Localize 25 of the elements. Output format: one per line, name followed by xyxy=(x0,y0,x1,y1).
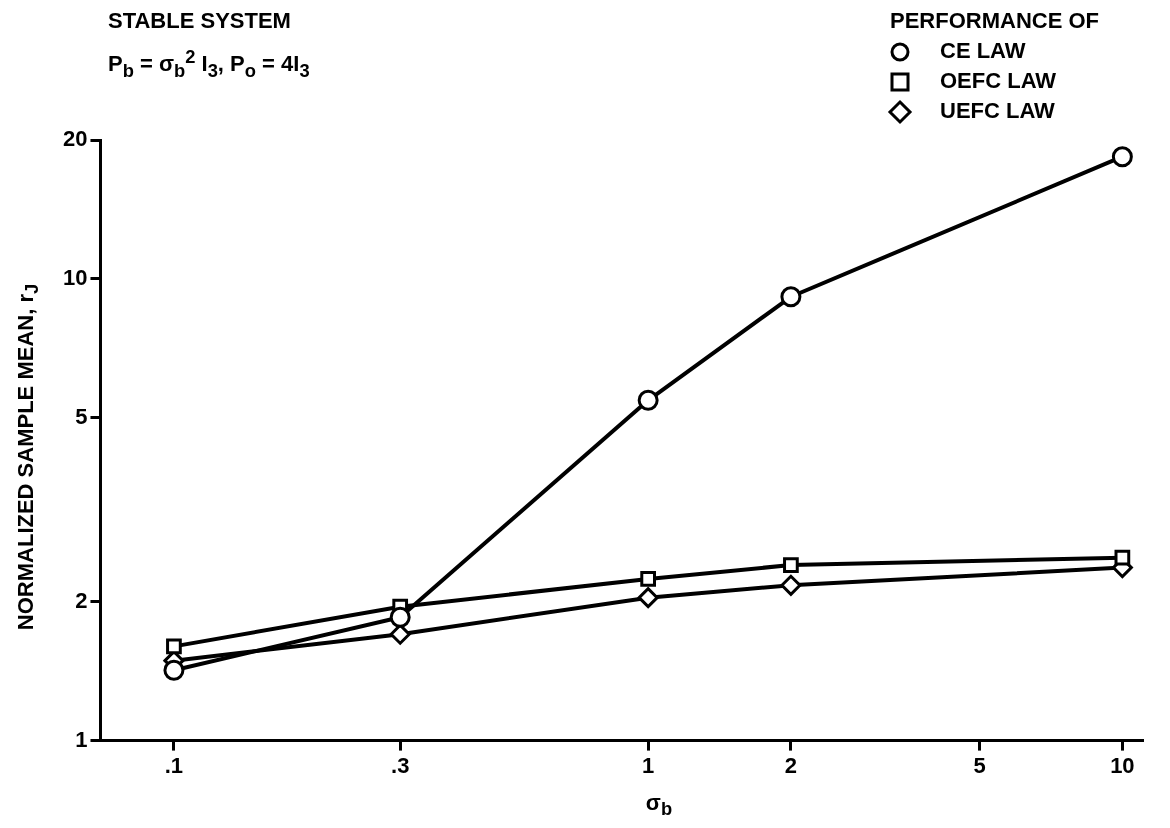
point xyxy=(166,638,182,655)
point xyxy=(640,571,657,587)
legend-label: UEFC LAW xyxy=(940,98,1056,124)
legend-label: OEFC LAW xyxy=(940,68,1057,94)
x-axis-title: σ$_{b}$ xyxy=(645,790,673,821)
x-tick-label: .3 xyxy=(391,752,410,778)
point xyxy=(163,659,185,681)
x-tick-label: 2 xyxy=(784,752,798,778)
x-tick-label: 5 xyxy=(973,752,986,778)
y-tick-label: 5 xyxy=(75,403,88,429)
point xyxy=(637,389,659,411)
legend-label: CE LAW xyxy=(940,38,1026,64)
point xyxy=(637,587,659,609)
x-tick-label: .1 xyxy=(164,752,184,778)
y-tick-label: 10 xyxy=(62,265,88,291)
chart-title: STABLE SYSTEM xyxy=(108,8,291,34)
point xyxy=(1111,146,1133,168)
legend-title: PERFORMANCE OF xyxy=(890,8,1099,34)
x-tick-label: 10 xyxy=(1110,752,1135,778)
x-tick-label: 1 xyxy=(642,752,655,778)
y-tick-label: 2 xyxy=(75,587,88,613)
y-tick-label: 1 xyxy=(75,726,88,752)
y-tick-label: 20 xyxy=(62,126,88,152)
text: P$_{b}$ = σ$_{b}$$^{2}$ I$_{3}$, P$_{o}$ = 4I$_{3}$ xyxy=(108,46,310,81)
point xyxy=(1114,549,1131,566)
